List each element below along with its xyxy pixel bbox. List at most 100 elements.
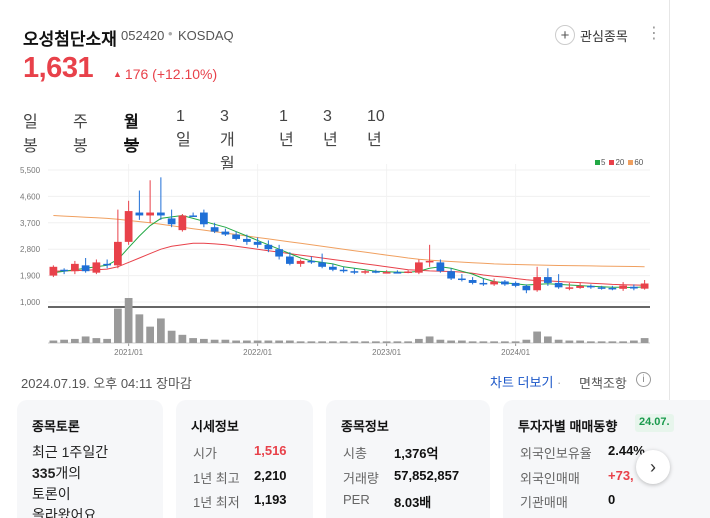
volume-bar bbox=[468, 341, 477, 343]
candle-body bbox=[124, 211, 133, 242]
volume-bar bbox=[146, 326, 154, 343]
investor-title: 투자자별 매매동향 bbox=[518, 419, 618, 434]
forum-line2: 335개의 bbox=[32, 463, 152, 484]
tab-monthly[interactable]: 월봉 bbox=[124, 108, 139, 155]
y-tick-label: 2,800 bbox=[20, 245, 41, 254]
candle-body bbox=[49, 266, 58, 276]
candle-body bbox=[329, 266, 337, 270]
market-value-open: 1,516 bbox=[254, 443, 287, 458]
volume-bar bbox=[587, 341, 595, 343]
investor-row-institution: 기관매매 bbox=[520, 495, 568, 510]
more-chart-label[interactable]: 차트 더보기 bbox=[490, 375, 554, 390]
tab-1year[interactable]: 1년 bbox=[279, 108, 294, 149]
favorite-button[interactable]: + 관심종목 bbox=[555, 24, 628, 46]
stock-name[interactable]: 오성첨단소재 bbox=[23, 30, 117, 49]
x-tick-label: 2022/01 bbox=[243, 348, 272, 357]
tab-weekly[interactable]: 주봉 bbox=[73, 114, 88, 155]
candle-body bbox=[157, 212, 165, 216]
volume-bar bbox=[49, 340, 58, 343]
volume-bar bbox=[350, 341, 359, 343]
volume-bar bbox=[189, 338, 197, 343]
volume-bar bbox=[415, 338, 423, 343]
volume-bar bbox=[200, 338, 208, 343]
candle-body bbox=[232, 234, 240, 239]
volume-bar bbox=[404, 341, 412, 343]
candle-body bbox=[640, 283, 649, 289]
tab-10years[interactable]: 10년 bbox=[367, 108, 385, 149]
more-chart-link[interactable]: 차트 더보기 · bbox=[490, 372, 561, 391]
volume-bar bbox=[382, 341, 391, 343]
candle-body bbox=[60, 269, 68, 272]
candle-body bbox=[490, 281, 498, 285]
forum-summary: 최근 1주일간 335개의 토론이 올라왔어요 bbox=[32, 442, 152, 518]
disclaimer-link[interactable]: 면책조항 bbox=[579, 376, 627, 391]
volume-bar bbox=[501, 341, 509, 343]
volume-bar bbox=[114, 308, 122, 343]
more-vertical-icon[interactable]: ⋮ bbox=[646, 25, 662, 42]
volume-bar bbox=[178, 334, 187, 343]
candle-body bbox=[103, 263, 111, 266]
forum-line4: 올라왔어요 bbox=[32, 507, 97, 518]
tab-daily[interactable]: 일봉 bbox=[23, 114, 38, 155]
chart-date: 2024.07.19. 오후 04:11 장마감 bbox=[21, 376, 192, 391]
candle-body bbox=[425, 260, 434, 263]
candle-body bbox=[436, 262, 445, 272]
x-tick-label: 2023/01 bbox=[372, 348, 401, 357]
volume-bar bbox=[640, 338, 649, 343]
stock-market: KOSDAQ bbox=[178, 28, 234, 43]
volume-bar bbox=[81, 336, 90, 343]
change-percent: (+12.10%) bbox=[152, 66, 218, 82]
y-tick-label: 4,600 bbox=[20, 192, 41, 201]
stock-chart[interactable]: 5,500 4,600 3,700 2,800 1,900 1,000 2021/01 202… bbox=[0, 152, 670, 362]
stockinfo-value-volume: 57,852,857 bbox=[394, 468, 460, 483]
tab-3years[interactable]: 3년 bbox=[323, 108, 338, 149]
volume-bar bbox=[490, 341, 498, 343]
ma5-line bbox=[53, 214, 645, 289]
stock-info-title: 종목정보 bbox=[341, 419, 389, 434]
market-info-card[interactable]: 시세정보 시가 1,516 1년 최고 2,210 1년 최저 1,193 bbox=[176, 400, 313, 518]
x-tick-label: 2021/01 bbox=[114, 348, 143, 357]
candle-body bbox=[479, 282, 488, 285]
volume-bar bbox=[103, 338, 111, 343]
candle-body bbox=[189, 215, 197, 217]
volume-bar bbox=[425, 336, 434, 343]
volume-bar bbox=[253, 340, 262, 343]
market-value-low: 1,193 bbox=[254, 492, 287, 507]
candle-body bbox=[286, 256, 294, 264]
candle-body bbox=[221, 231, 230, 235]
candle-body bbox=[135, 212, 144, 216]
tab-3months[interactable]: 3개월 bbox=[220, 108, 235, 173]
chevron-right-icon[interactable]: › bbox=[636, 450, 670, 484]
tab-1day[interactable]: 1일 bbox=[176, 108, 191, 149]
volume-bar bbox=[232, 340, 240, 343]
volume-bar bbox=[275, 340, 283, 343]
candle-body bbox=[576, 285, 584, 288]
volume-bar bbox=[329, 341, 337, 343]
stock-code: 052420 bbox=[121, 28, 165, 43]
stock-info-card[interactable]: 종목정보 시총 1,376억 거래량 57,852,857 PER 8.03배 bbox=[326, 400, 490, 518]
market-value-high: 2,210 bbox=[254, 468, 287, 483]
candle-body bbox=[146, 212, 154, 216]
chart-legend: 5 20 60 bbox=[595, 158, 643, 167]
volume-bar bbox=[554, 339, 563, 343]
investor-card[interactable]: 투자자별 매매동향 외국인보유율 2.44% 외국인매매 +73, 기관매매 0 bbox=[503, 400, 710, 518]
volume-bar bbox=[361, 341, 369, 343]
volume-bar bbox=[296, 341, 305, 343]
investor-row-foreign-trade: 외국인매매 bbox=[520, 471, 580, 486]
legend-ma20: 20 bbox=[609, 158, 624, 167]
volume-bar bbox=[393, 341, 402, 343]
volume-bar bbox=[307, 341, 316, 343]
volume-bar bbox=[92, 338, 101, 343]
info-icon[interactable]: i bbox=[636, 372, 651, 387]
favorite-label: 관심종목 bbox=[580, 28, 628, 44]
candle-body bbox=[554, 282, 563, 288]
forum-card[interactable]: 종목토론 최근 1주일간 335개의 토론이 올라왔어요 bbox=[17, 400, 163, 518]
candle-body bbox=[544, 277, 552, 283]
panel bbox=[669, 0, 670, 518]
volume-bar bbox=[533, 331, 541, 343]
y-tick-label: 5,500 bbox=[20, 166, 41, 175]
forum-count: 335 bbox=[32, 465, 56, 481]
candle-body bbox=[587, 285, 595, 288]
legend-ma5: 5 bbox=[595, 158, 605, 167]
